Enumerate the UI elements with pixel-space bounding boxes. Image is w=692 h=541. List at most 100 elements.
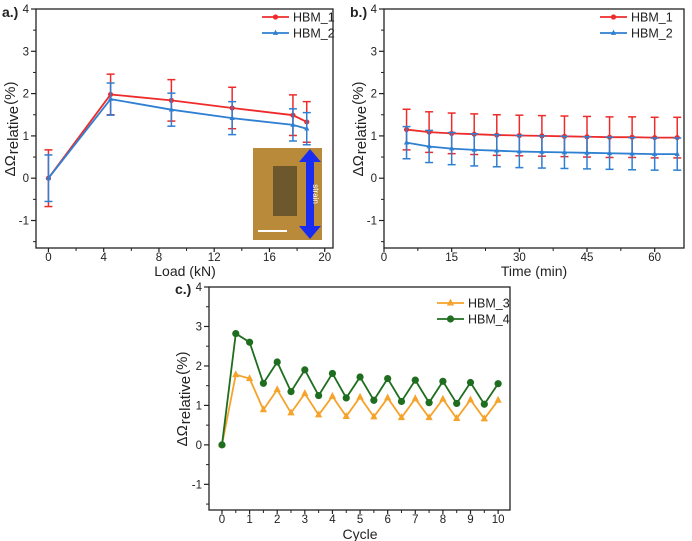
legend-marker xyxy=(610,14,617,20)
data-point xyxy=(494,147,500,153)
data-point xyxy=(494,380,502,388)
data-point xyxy=(425,413,433,421)
data-point xyxy=(453,414,461,421)
data-point xyxy=(629,150,635,156)
data-point xyxy=(411,376,419,384)
y-tick-label: 3 xyxy=(371,46,377,58)
y-axis-label-unit: (%) xyxy=(2,82,19,105)
y-tick-label: 4 xyxy=(23,4,30,16)
legend-label: HBM_3 xyxy=(468,297,510,311)
y-tick-label: 1 xyxy=(196,400,202,412)
data-point xyxy=(168,106,174,112)
data-point xyxy=(287,408,295,416)
data-point xyxy=(652,150,658,156)
x-tick-label: 7 xyxy=(412,514,418,526)
strain-label: strain xyxy=(311,184,320,204)
x-tick-label: 16 xyxy=(263,252,276,264)
data-point xyxy=(107,95,114,101)
y-tick-label: 3 xyxy=(196,321,202,333)
data-point xyxy=(290,121,296,127)
data-point xyxy=(606,149,613,156)
data-point xyxy=(403,139,410,145)
y-axis-label-symbol: ΔΩ xyxy=(350,155,367,176)
data-point xyxy=(397,397,406,406)
y-tick-label: 3 xyxy=(23,46,29,58)
data-point xyxy=(315,391,323,400)
x-tick-label: 10 xyxy=(492,514,505,526)
x-tick-label: 2 xyxy=(274,514,280,526)
data-point xyxy=(356,373,364,381)
data-point xyxy=(384,374,392,383)
x-tick-label: 8 xyxy=(440,514,446,526)
data-point xyxy=(328,369,337,378)
data-point xyxy=(356,392,364,400)
x-tick-label: 3 xyxy=(302,514,308,526)
y-tick-label: 0 xyxy=(23,173,29,185)
panel-label: b.) xyxy=(350,4,367,20)
panel-b: -1 0 1 2 3 4 0 15 30 45 60 b.) Time (min) ΔΩrelative … xyxy=(350,4,685,279)
x-tick-label: 4 xyxy=(100,252,107,264)
x-tick-label: 0 xyxy=(381,252,387,264)
y-tick-label: 2 xyxy=(196,361,202,373)
panel-label: c.) xyxy=(175,281,191,297)
series-HBM_3 xyxy=(218,370,502,448)
data-point xyxy=(218,441,226,449)
y-axis-label-symbol: ΔΩ xyxy=(174,425,191,446)
data-point xyxy=(259,405,268,413)
legend-label: HBM_2 xyxy=(293,27,335,41)
y-tick-label: -1 xyxy=(367,216,377,228)
series-HBM_2 xyxy=(44,82,311,203)
y-tick-label: 1 xyxy=(23,131,29,143)
data-point xyxy=(45,174,52,181)
inset-photo: strain xyxy=(253,148,322,240)
data-point xyxy=(480,414,488,422)
data-point xyxy=(232,370,240,378)
x-tick-label: 60 xyxy=(648,252,661,264)
x-tick-label: 0 xyxy=(219,514,225,526)
y-axis-label-unit: (%) xyxy=(174,352,191,375)
legend-marker xyxy=(446,298,455,306)
y-axis-label-subscript: relative xyxy=(5,106,22,154)
y-tick-label: 4 xyxy=(371,4,378,16)
data-point xyxy=(449,145,455,151)
x-tick-label: 15 xyxy=(445,252,458,264)
data-point xyxy=(584,149,590,155)
legend-marker xyxy=(272,29,279,35)
data-point xyxy=(273,358,281,366)
x-axis-label: Cycle xyxy=(342,526,377,541)
data-point xyxy=(232,329,240,338)
inset-sensor xyxy=(273,166,297,216)
legend-label: HBM_2 xyxy=(631,27,673,41)
data-point xyxy=(301,389,309,397)
y-tick-label: 0 xyxy=(196,440,202,452)
x-axis-label: Load (kN) xyxy=(154,263,215,279)
data-point xyxy=(342,394,350,402)
x-tick-label: 9 xyxy=(467,514,473,526)
x-tick-label: 20 xyxy=(318,252,331,264)
x-tick-label: 12 xyxy=(208,252,221,264)
legend-marker xyxy=(446,315,455,323)
data-point xyxy=(426,143,432,149)
series-HBM_2 xyxy=(402,125,682,171)
x-tick-label: 45 xyxy=(581,252,594,264)
legend-label: HBM_1 xyxy=(631,11,673,25)
data-point xyxy=(245,338,254,346)
data-point xyxy=(370,412,378,420)
data-point xyxy=(259,379,268,387)
data-point xyxy=(315,410,323,418)
data-point xyxy=(674,150,680,156)
data-point xyxy=(342,412,350,419)
data-point xyxy=(384,393,392,401)
data-point xyxy=(229,114,235,120)
y-axis-label-unit: (%) xyxy=(350,82,367,105)
x-tick-label: 8 xyxy=(156,252,162,264)
data-point xyxy=(439,394,447,402)
data-point xyxy=(301,366,309,374)
data-point xyxy=(466,378,475,387)
data-point xyxy=(273,385,281,393)
